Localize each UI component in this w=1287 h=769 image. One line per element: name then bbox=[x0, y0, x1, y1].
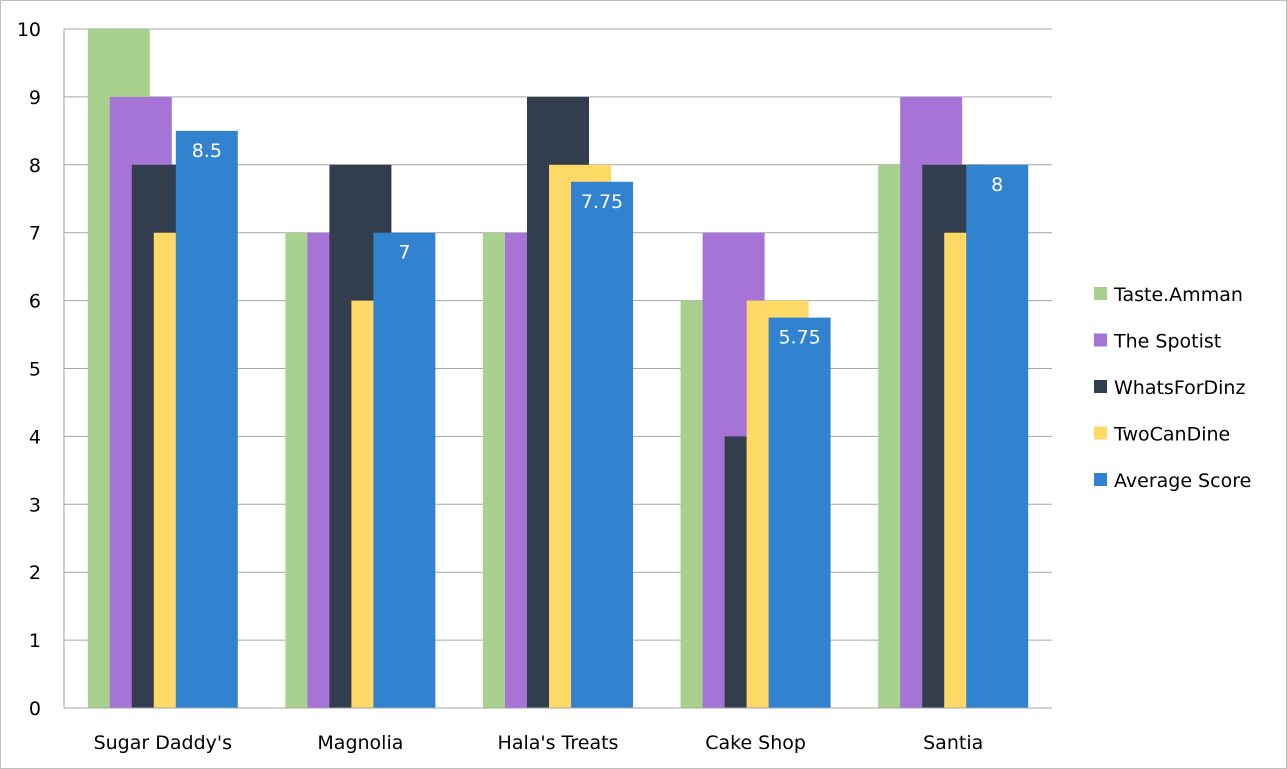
y-tick-label: 0 bbox=[29, 698, 41, 720]
data-labels: 8.5 7 7.75 5.75 8 bbox=[192, 140, 1004, 349]
y-tick-label: 9 bbox=[29, 87, 41, 109]
y-tick-label: 5 bbox=[29, 359, 41, 381]
bar-average-score-1 bbox=[373, 232, 436, 708]
data-label: 7 bbox=[398, 242, 410, 264]
bars bbox=[87, 29, 1029, 709]
x-tick-label: Cake Shop bbox=[705, 732, 806, 754]
data-label: 8 bbox=[991, 174, 1003, 196]
x-tick-label: Santia bbox=[923, 732, 983, 754]
bar-average-score-2 bbox=[571, 181, 633, 708]
x-tick-label: Magnolia bbox=[317, 732, 403, 754]
x-tick-label: Hala's Treats bbox=[498, 732, 619, 754]
data-label: 8.5 bbox=[192, 140, 222, 162]
y-tick-label: 4 bbox=[29, 426, 41, 448]
y-tick-label: 8 bbox=[29, 155, 41, 177]
legend-swatch bbox=[1094, 380, 1107, 393]
bar-average-score-0 bbox=[175, 130, 238, 709]
legend-label: Average Score bbox=[1114, 470, 1251, 492]
bar-average-score-3 bbox=[768, 317, 831, 708]
legend-swatch bbox=[1094, 426, 1107, 440]
legend-swatch bbox=[1094, 473, 1107, 486]
legend-label: WhatsForDinz bbox=[1114, 377, 1245, 399]
data-label: 7.75 bbox=[581, 191, 623, 213]
legend-label: The Spotist bbox=[1113, 331, 1221, 353]
y-tick-label: 10 bbox=[17, 19, 41, 41]
x-axis-ticks: Sugar Daddy's Magnolia Hala's Treats Cake S… bbox=[64, 707, 1052, 754]
legend-label: Taste.Amman bbox=[1113, 284, 1243, 306]
bar-average-score-4 bbox=[966, 164, 1029, 709]
legend-swatch bbox=[1094, 287, 1107, 300]
y-tick-label: 1 bbox=[29, 630, 41, 652]
legend-label: TwoCanDine bbox=[1113, 424, 1230, 446]
y-tick-label: 2 bbox=[29, 562, 41, 584]
y-tick-label: 7 bbox=[29, 223, 41, 245]
y-axis-ticks: 0 1 2 3 4 5 6 7 8 9 10 bbox=[17, 19, 41, 720]
y-tick-label: 6 bbox=[29, 291, 41, 313]
x-tick-label: Sugar Daddy's bbox=[94, 732, 232, 754]
legend-swatch bbox=[1094, 333, 1107, 347]
y-tick-label: 3 bbox=[29, 494, 41, 516]
data-label: 5.75 bbox=[778, 327, 820, 349]
legend: Taste.Amman The Spotist WhatsForDinz TwoCan… bbox=[1094, 284, 1251, 492]
